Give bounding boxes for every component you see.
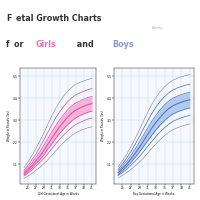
Text: and: and xyxy=(74,40,96,49)
Text: F: F xyxy=(6,14,11,23)
Text: Boys: Boys xyxy=(112,40,134,49)
Text: Mommy: Mommy xyxy=(152,26,164,30)
X-axis label: Boy Gestational Age in Weeks: Boy Gestational Age in Weeks xyxy=(133,192,175,196)
Y-axis label: Weight in Pounds (lbs): Weight in Pounds (lbs) xyxy=(7,111,11,141)
Text: f: f xyxy=(6,40,10,49)
Text: etal Growth Charts: etal Growth Charts xyxy=(16,14,102,23)
Y-axis label: Weight in Pounds (lbs): Weight in Pounds (lbs) xyxy=(101,111,105,141)
Text: or: or xyxy=(14,40,26,49)
X-axis label: Girl Gestational Age in Weeks: Girl Gestational Age in Weeks xyxy=(38,192,78,196)
Text: Girls: Girls xyxy=(36,40,57,49)
